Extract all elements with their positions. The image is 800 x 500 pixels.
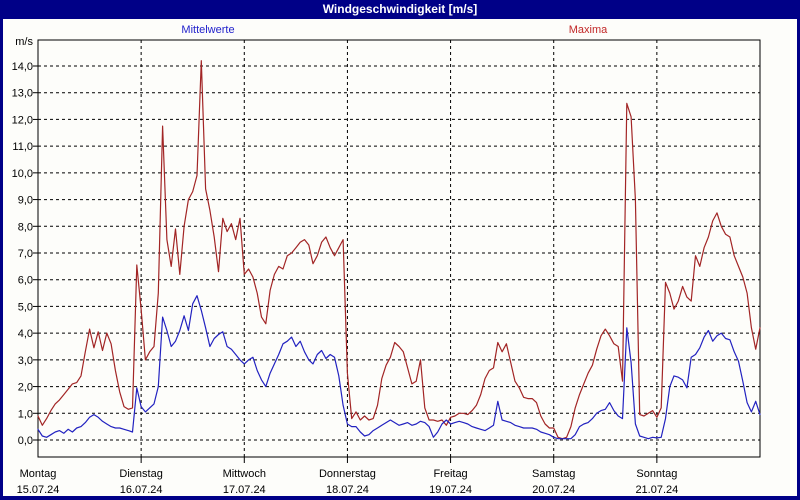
x-day-label: Montag	[20, 468, 57, 480]
y-tick-label: 4,0	[18, 328, 33, 340]
x-day-label: Freitag	[433, 468, 467, 480]
legend-maxima-label: Maxima	[568, 24, 608, 36]
series-line-maxima	[37, 60, 761, 440]
y-tick-label: 0,0	[18, 435, 33, 447]
x-date-label: 17.07.24	[223, 484, 266, 496]
y-tick-label: 7,0	[18, 248, 33, 260]
chart-area-background	[3, 19, 797, 496]
y-tick-label: 6,0	[18, 275, 33, 287]
x-date-label: 21.07.24	[635, 484, 678, 496]
y-tick-label: 11,0	[12, 141, 33, 153]
y-tick-label: 8,0	[18, 221, 33, 233]
x-day-label: Samstag	[532, 468, 575, 480]
x-date-label: 16.07.24	[120, 484, 163, 496]
x-day-label: Sonntag	[636, 468, 677, 480]
y-tick-label: 3,0	[18, 355, 33, 367]
y-tick-label: 9,0	[18, 195, 33, 207]
y-tick-label: 2,0	[18, 382, 33, 394]
x-date-label: 19.07.24	[429, 484, 472, 496]
y-tick-label: 1,0	[18, 408, 33, 420]
x-date-label: 20.07.24	[532, 484, 575, 496]
x-day-label: Donnerstag	[319, 468, 376, 480]
y-tick-label: 12,0	[12, 114, 33, 126]
y-axis-unit-label: m/s	[15, 36, 33, 48]
x-day-label: Dienstag	[119, 468, 162, 480]
x-date-label: 15.07.24	[17, 484, 60, 496]
y-tick-label: 13,0	[12, 88, 33, 100]
x-day-label: Mittwoch	[223, 468, 266, 480]
y-tick-label: 5,0	[18, 301, 33, 313]
series-line-mittelwerte	[37, 295, 761, 440]
legend-mittelwerte-label: Mittelwerte	[181, 24, 235, 36]
page-title: Windgeschwindigkeit [m/s]	[322, 2, 478, 16]
y-tick-label: 14,0	[12, 61, 33, 73]
y-tick-label: 10,0	[12, 168, 33, 180]
plot-frame	[37, 39, 761, 458]
title-bar: Windgeschwindigkeit [m/s]	[0, 0, 800, 19]
x-date-label: 18.07.24	[326, 484, 369, 496]
